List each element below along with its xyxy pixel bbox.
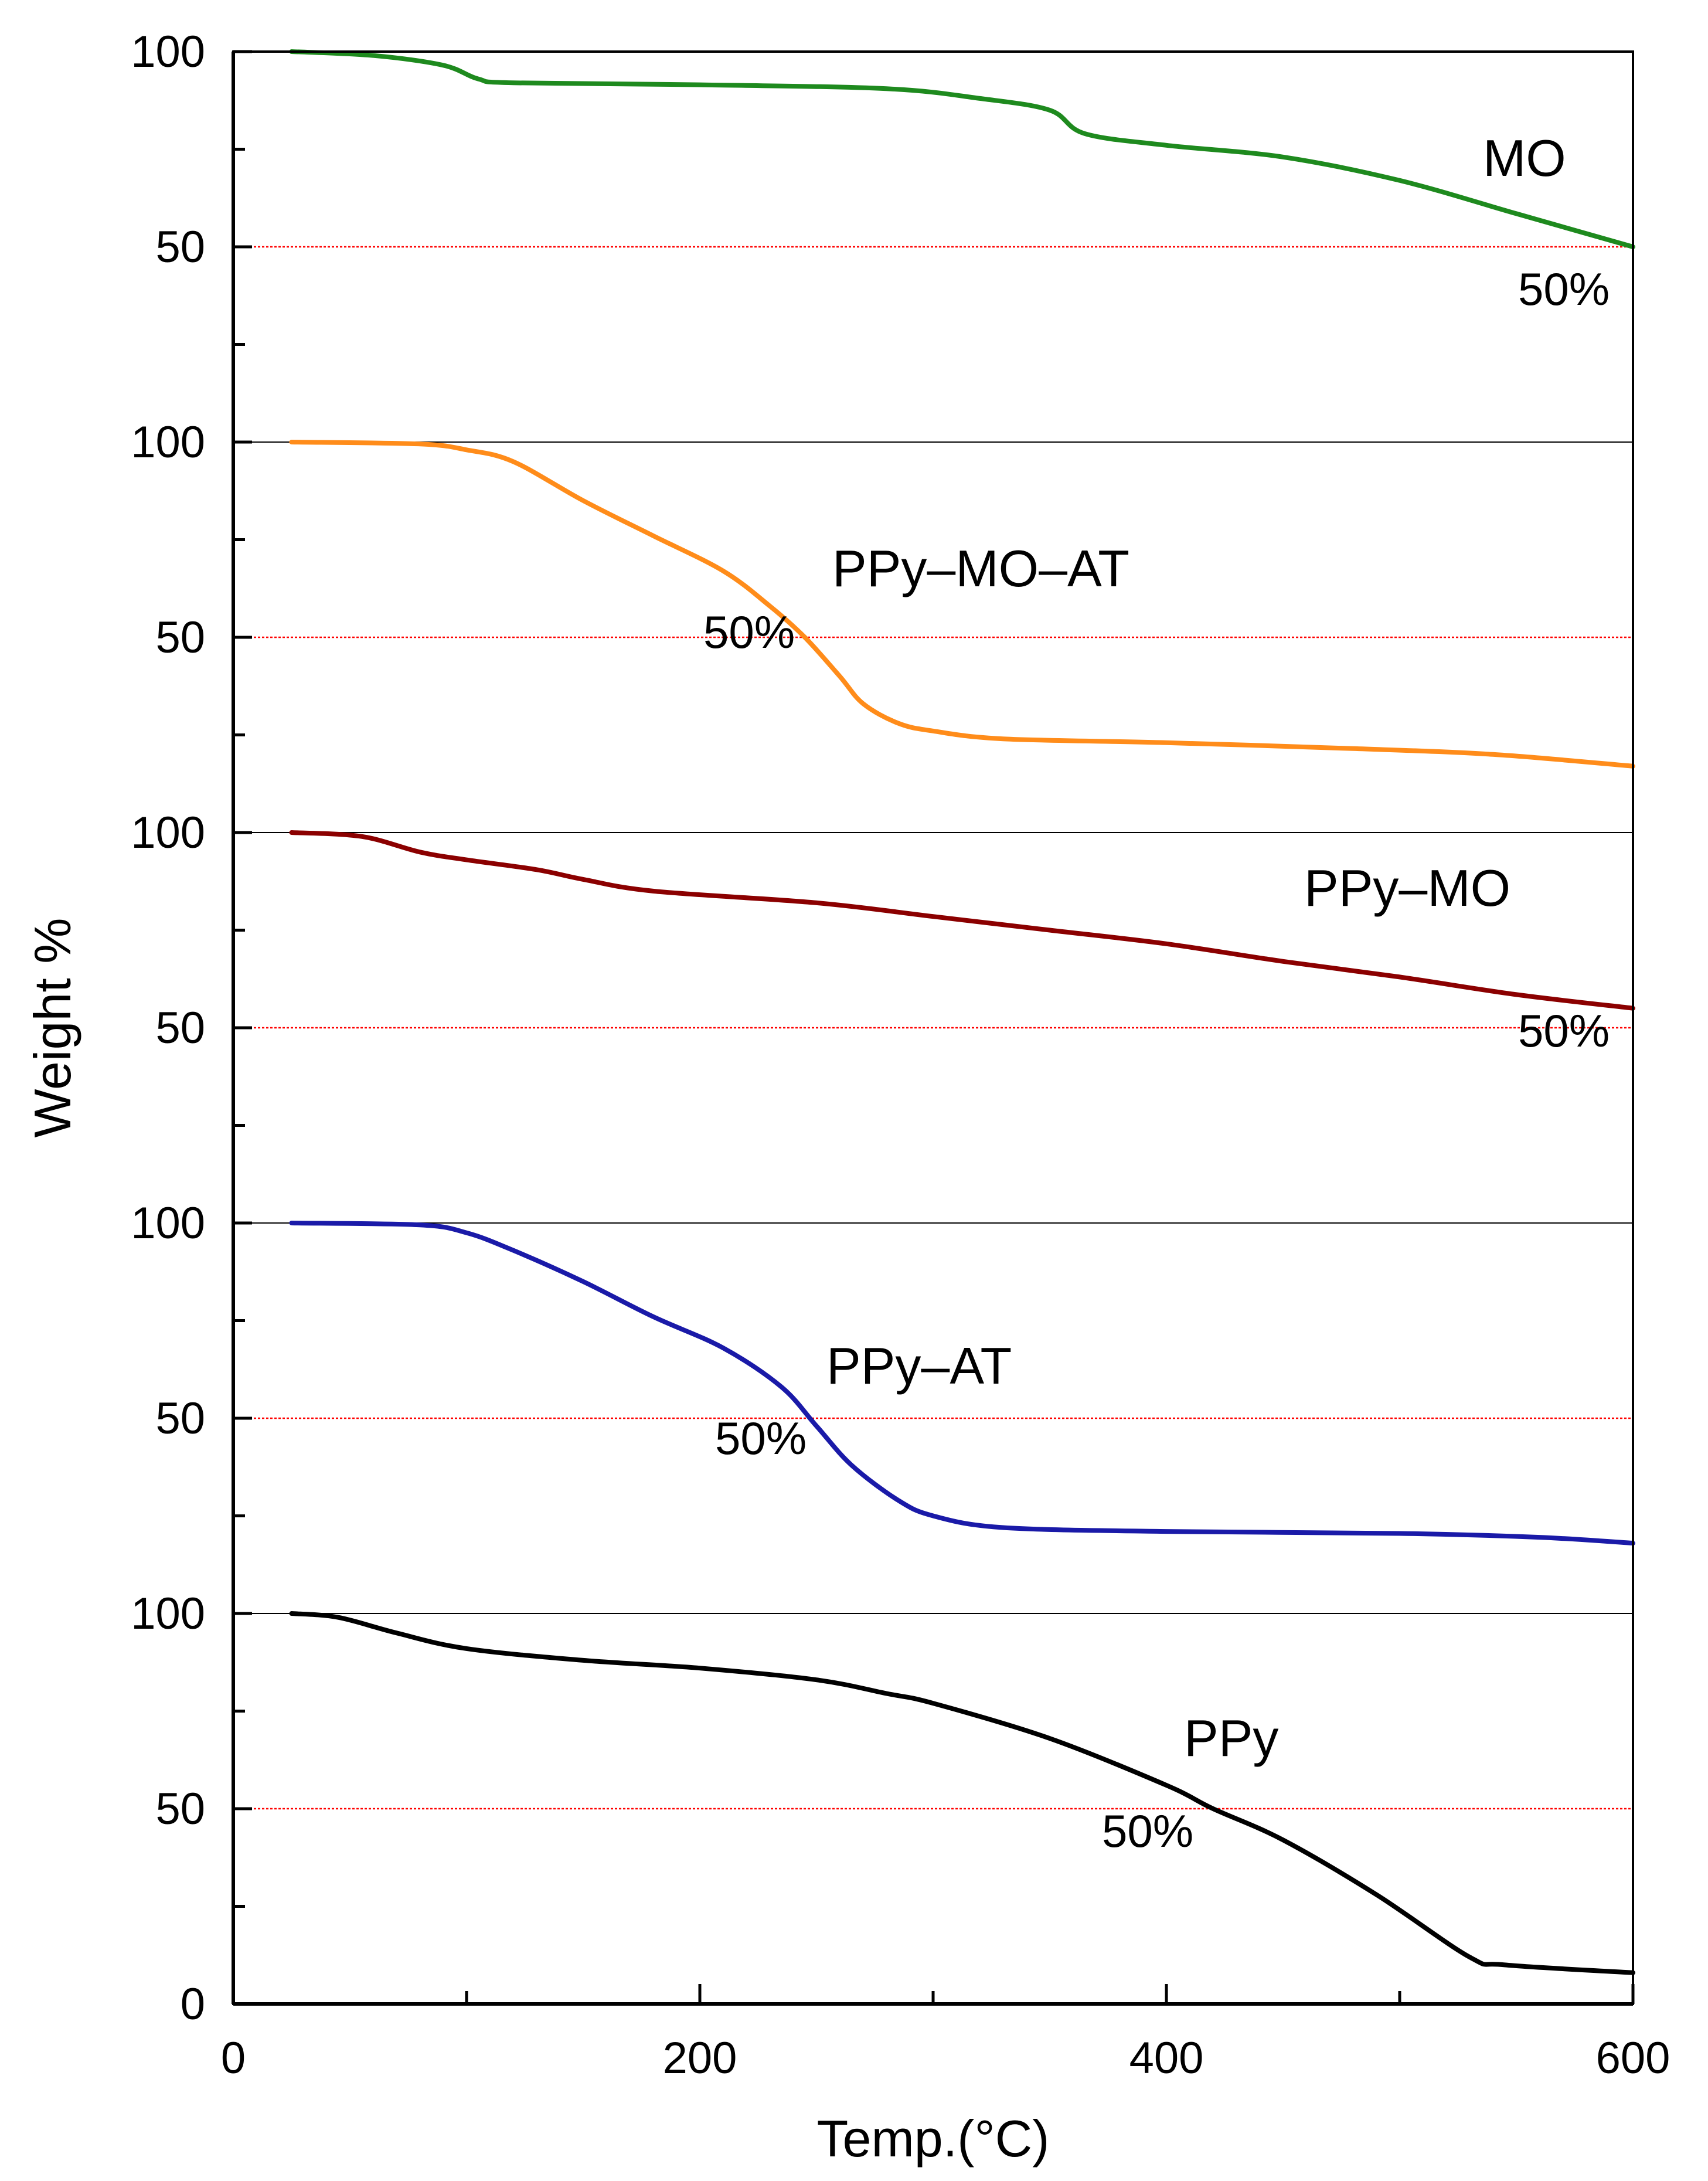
- series-name-label: PPy: [1184, 1709, 1278, 1767]
- y-tick-label: 0: [181, 1979, 205, 2029]
- x-tick-label: 0: [221, 2033, 246, 2083]
- reference-lines: [233, 246, 1633, 1810]
- y-tick-label: 50: [155, 1784, 205, 1834]
- axes: [232, 50, 1635, 2006]
- series-name-label: PPy–MO–AT: [832, 539, 1129, 597]
- y-tick-label: 100: [131, 1198, 205, 1248]
- y-tick-label: 100: [131, 1589, 205, 1639]
- y-tick-label: 50: [155, 222, 205, 272]
- series-line-PPy: [289, 1611, 1635, 1975]
- half-mass-label: 50%: [703, 606, 795, 658]
- series-line-PPy–MO–AT: [289, 440, 1635, 769]
- half-mass-label: 50%: [1102, 1805, 1193, 1857]
- y-tick-label: 100: [131, 808, 205, 858]
- x-axis-title: Temp.(°C): [817, 2109, 1050, 2168]
- y-tick-label: 100: [131, 417, 205, 467]
- y-tick-label: 50: [155, 1003, 205, 1053]
- half-mass-label: 50%: [1518, 1005, 1610, 1056]
- series-name-label: MO: [1483, 129, 1566, 187]
- half-mass-label: 50%: [715, 1412, 807, 1464]
- series-name-label: PPy–AT: [826, 1337, 1012, 1395]
- series-curves: [289, 49, 1635, 1975]
- y-tick-label: 50: [155, 1394, 205, 1443]
- x-tick-label: 600: [1596, 2033, 1670, 2083]
- y-tick-label: 50: [155, 613, 205, 663]
- series-name-label: PPy–MO: [1304, 859, 1510, 917]
- series-line-MO: [289, 49, 1635, 249]
- x-tick-label: 400: [1129, 2033, 1204, 2083]
- half-mass-label: 50%: [1518, 263, 1610, 315]
- y-axis-title: Weight %: [23, 918, 81, 1138]
- series-line-PPy–AT: [289, 1221, 1635, 1546]
- x-tick-label: 200: [663, 2033, 737, 2083]
- labels: 100 50 100 50 100 50 100 50 100 50 00 200 400 600 Temp…: [23, 27, 1670, 2168]
- series-line-PPy–MO: [289, 830, 1635, 1011]
- y-tick-label: 100: [131, 27, 205, 77]
